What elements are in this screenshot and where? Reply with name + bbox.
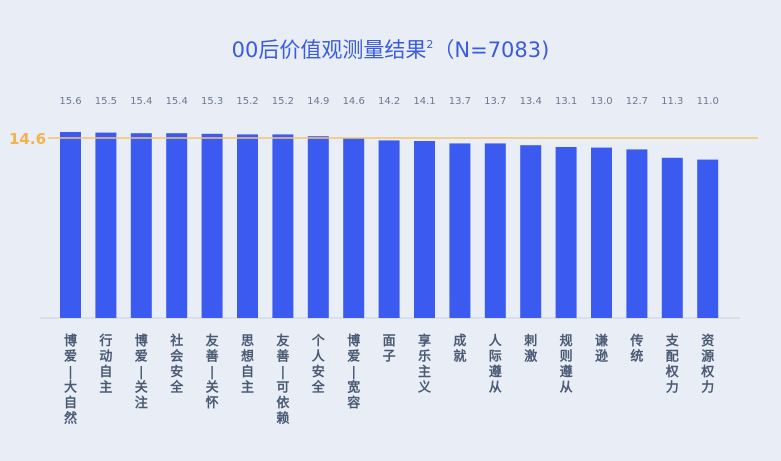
- bar: [555, 147, 577, 318]
- bar: [130, 133, 152, 318]
- bar: [95, 132, 117, 318]
- data-label: 15.2: [272, 96, 294, 107]
- category-label: 成就: [453, 333, 466, 365]
- data-label: 12.7: [626, 96, 648, 107]
- data-label: 15.4: [166, 96, 188, 107]
- data-label: 13.4: [520, 96, 542, 107]
- bar: [591, 147, 612, 318]
- bar: [661, 157, 683, 318]
- data-label: 13.0: [590, 96, 612, 107]
- category-label: 人际遵从: [489, 333, 503, 396]
- chart-title-main: 00后价值观测量结果: [231, 38, 427, 62]
- category-label: 个人安全: [311, 333, 326, 396]
- category-label: 友善|可依赖: [276, 333, 290, 427]
- category-label: 社会安全: [169, 333, 184, 396]
- chart-title-suffix: （N=7083): [433, 38, 550, 62]
- data-label: 13.7: [484, 96, 506, 107]
- bar: [60, 132, 81, 318]
- data-label: 14.1: [413, 96, 435, 107]
- bar: [626, 149, 648, 318]
- category-label: 资源权力: [700, 333, 715, 396]
- chart-title-superscript: 2: [426, 38, 434, 51]
- category-label: 规则遵从: [560, 334, 574, 396]
- bar: [166, 133, 188, 318]
- category-label: 友善|关怀: [206, 333, 219, 411]
- data-label: 15.6: [59, 96, 81, 107]
- category-label: 支配权力: [665, 333, 680, 396]
- data-label: 14.6: [343, 96, 365, 107]
- bar: [378, 140, 400, 318]
- category-label: 博爱|大自然: [64, 333, 77, 427]
- chart-title: 00后价值观测量结果2（N=7083): [0, 34, 781, 64]
- category-label: 面子: [383, 334, 396, 365]
- bar: [307, 136, 329, 318]
- bar: [414, 141, 435, 318]
- data-label: 11.0: [697, 96, 719, 107]
- data-label: 13.7: [449, 96, 471, 107]
- category-label: 谦逊: [595, 333, 608, 365]
- data-label: 14.9: [307, 96, 329, 107]
- bar: [484, 143, 506, 318]
- bar: [237, 134, 258, 318]
- data-label: 14.2: [378, 96, 400, 107]
- category-label: 博爱|宽容: [346, 333, 360, 411]
- data-label: 15.4: [130, 96, 152, 107]
- bar: [272, 134, 294, 318]
- category-label: 博爱|关注: [135, 333, 148, 411]
- data-label: 15.2: [236, 96, 258, 107]
- bar: [449, 143, 471, 318]
- bar: [201, 133, 223, 318]
- bar: [343, 138, 365, 318]
- category-label: 刺激: [524, 333, 538, 365]
- data-label: 13.1: [555, 96, 577, 107]
- category-label: 行动自主: [98, 333, 112, 396]
- data-label: 15.3: [201, 96, 223, 107]
- category-label: 思想自主: [241, 334, 254, 396]
- reference-label: 14.6: [9, 130, 46, 148]
- data-label: 11.3: [661, 96, 683, 107]
- category-label: 享乐主义: [418, 333, 432, 396]
- data-label: 15.5: [95, 96, 117, 107]
- bar: [520, 145, 542, 318]
- bar: [697, 159, 719, 318]
- category-label: 传统: [629, 333, 643, 365]
